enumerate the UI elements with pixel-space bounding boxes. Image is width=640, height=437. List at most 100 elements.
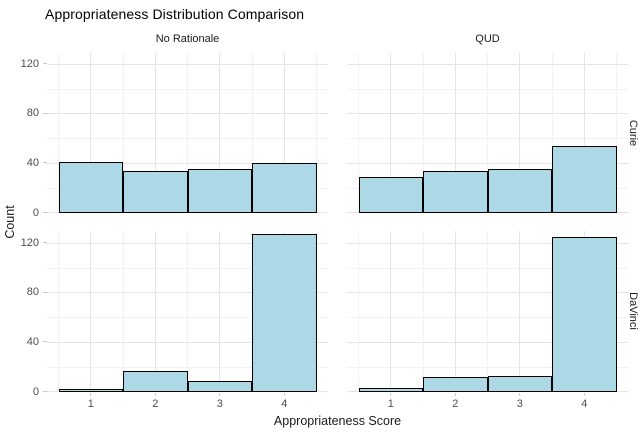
y-tick-label: 0 xyxy=(32,385,39,398)
gridline-minor-vertical xyxy=(616,53,617,213)
gridline-major-horizontal xyxy=(347,292,628,294)
y-tick-mark xyxy=(43,391,47,392)
facet-column-label-no-rationale: No Rationale xyxy=(155,33,220,45)
y-tick-label: 120 xyxy=(20,57,39,70)
x-tick-mark xyxy=(90,392,92,396)
gridline-major-vertical xyxy=(90,53,92,213)
histogram-bar-score-3 xyxy=(187,169,252,213)
x-tick-label: 3 xyxy=(516,398,523,410)
x-tick-label: 1 xyxy=(387,398,394,410)
chart-title: Appropriateness Distribution Comparison xyxy=(45,6,305,22)
histogram-bar-score-3 xyxy=(487,375,552,392)
gridline-major-vertical xyxy=(519,53,521,213)
gridline-major-vertical xyxy=(454,231,456,392)
y-tick-label: 120 xyxy=(20,236,39,249)
gridline-minor-vertical xyxy=(551,53,553,213)
x-tick-label: 2 xyxy=(452,398,459,410)
gridline-minor-vertical xyxy=(122,231,124,392)
gridline-major-vertical xyxy=(454,53,456,213)
gridline-minor-vertical xyxy=(422,231,424,392)
gridline-major-horizontal xyxy=(47,63,328,65)
histogram-bar-score-4 xyxy=(552,145,617,213)
y-tick-mark xyxy=(43,291,47,293)
histogram-bar-score-3 xyxy=(487,169,552,213)
gridline-minor-vertical xyxy=(358,53,359,213)
y-tick-label: 80 xyxy=(26,286,39,299)
gridline-major-horizontal xyxy=(347,341,628,343)
x-tick-mark xyxy=(583,392,585,396)
x-tick-mark xyxy=(390,392,392,396)
histogram-bar-score-4 xyxy=(252,163,317,213)
gridline-major-horizontal xyxy=(347,113,628,115)
gridline-major-horizontal xyxy=(347,63,628,65)
x-tick-label: 4 xyxy=(581,398,588,410)
gridline-major-horizontal xyxy=(347,242,628,244)
gridline-major-vertical xyxy=(519,231,521,392)
gridline-major-vertical xyxy=(390,53,392,213)
histogram-bar-score-3 xyxy=(187,380,252,392)
histogram-bar-score-2 xyxy=(123,370,188,392)
gridline-major-horizontal xyxy=(47,113,328,115)
histogram-bar-score-4 xyxy=(252,234,317,392)
histogram-bar-score-1 xyxy=(358,388,423,392)
x-tick-mark xyxy=(454,392,456,396)
gridline-major-horizontal xyxy=(47,162,328,164)
facet-panel-curie-qud xyxy=(347,53,628,213)
gridline-major-vertical xyxy=(219,231,221,392)
facet-column-label-qud: QUD xyxy=(475,33,500,45)
y-tick-label: 40 xyxy=(26,335,39,348)
y-tick-mark xyxy=(43,212,47,213)
histogram-bar-score-2 xyxy=(423,170,488,213)
histogram-bar-score-1 xyxy=(58,389,123,392)
histogram-bar-score-2 xyxy=(123,170,188,213)
y-tick-mark xyxy=(43,341,47,343)
histogram-bar-score-4 xyxy=(552,236,617,392)
gridline-minor-vertical xyxy=(487,53,488,213)
y-tick-mark xyxy=(43,242,47,244)
x-tick-mark xyxy=(519,392,521,396)
gridline-minor-vertical xyxy=(316,53,317,213)
gridline-minor-vertical xyxy=(187,53,188,213)
histogram-bar-score-1 xyxy=(58,161,123,213)
x-tick-mark xyxy=(283,392,285,396)
gridline-minor-vertical xyxy=(616,231,617,392)
gridline-major-vertical xyxy=(154,231,156,392)
gridline-major-vertical xyxy=(390,231,392,392)
x-tick-mark xyxy=(219,392,221,396)
gridline-major-horizontal xyxy=(47,341,328,343)
gridline-minor-vertical xyxy=(316,231,317,392)
x-tick-label: 1 xyxy=(87,398,94,410)
histogram-bar-score-2 xyxy=(423,376,488,392)
histogram-bar-score-1 xyxy=(358,176,423,213)
gridline-major-vertical xyxy=(154,53,156,213)
gridline-major-vertical xyxy=(219,53,221,213)
x-axis-title: Appropriateness Score xyxy=(273,414,402,428)
y-tick-label: 40 xyxy=(26,156,39,169)
gridline-minor-vertical xyxy=(187,231,188,392)
gridline-minor-vertical xyxy=(422,53,424,213)
gridline-minor-vertical xyxy=(358,231,359,392)
gridline-major-vertical xyxy=(90,231,92,392)
y-tick-mark xyxy=(43,162,47,164)
gridline-minor-vertical xyxy=(251,53,253,213)
gridline-major-horizontal xyxy=(47,292,328,294)
y-tick-mark xyxy=(43,112,47,114)
y-tick-label: 0 xyxy=(32,206,39,219)
x-tick-label: 4 xyxy=(281,398,288,410)
facet-panel-curie-no-rationale xyxy=(47,53,328,213)
facet-panel-davinci-no-rationale xyxy=(47,231,328,392)
gridline-minor-vertical xyxy=(122,53,124,213)
x-tick-mark xyxy=(154,392,156,396)
gridline-minor-vertical xyxy=(487,231,488,392)
gridline-major-horizontal xyxy=(47,242,328,244)
y-tick-label: 80 xyxy=(26,107,39,120)
gridline-major-horizontal xyxy=(347,162,628,164)
facet-panel-davinci-qud xyxy=(347,231,628,392)
x-tick-label: 3 xyxy=(216,398,223,410)
y-tick-mark xyxy=(43,63,47,65)
x-tick-label: 2 xyxy=(152,398,159,410)
gridline-minor-vertical xyxy=(58,231,59,392)
gridline-minor-vertical xyxy=(58,53,59,213)
gridline-major-vertical xyxy=(283,53,285,213)
